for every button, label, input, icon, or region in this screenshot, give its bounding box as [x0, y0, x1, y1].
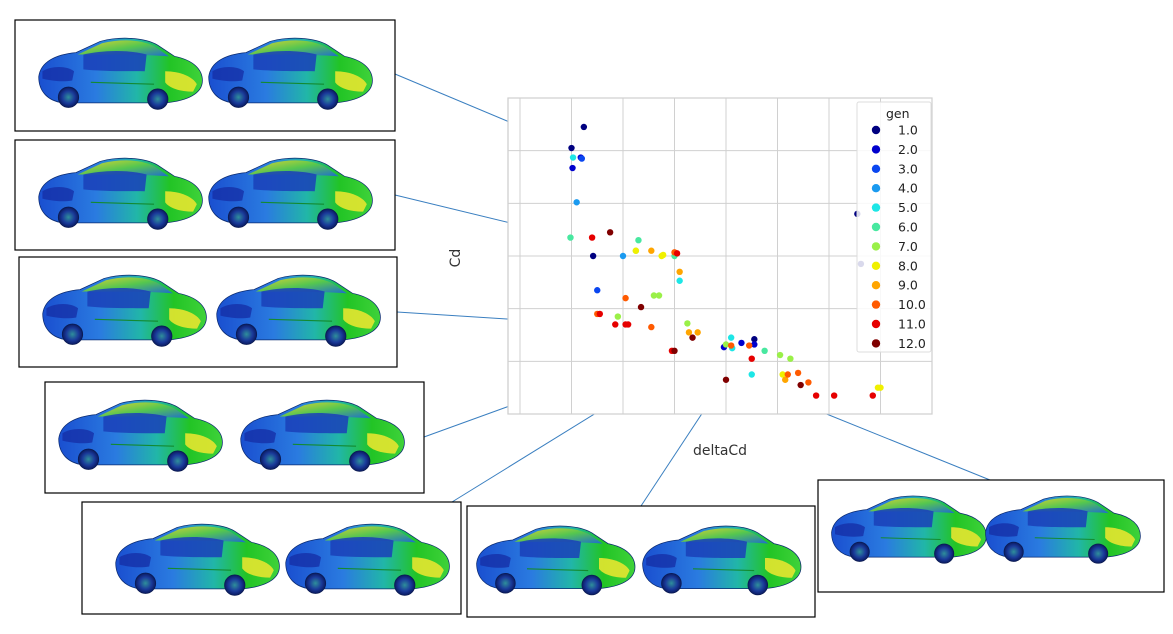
- data-point-gen-1.0: [751, 336, 758, 343]
- scatter-plot: gen 1.0 2.0 3.0 4.0 5.0 6.0 7.0 8.0 9.0 10.0 11.0 1…: [507, 97, 933, 415]
- callout-lines: [394, 73, 991, 507]
- data-point-gen-4.0: [619, 252, 627, 260]
- data-point-gen-9.0: [782, 376, 789, 383]
- data-point-gen-9.0: [694, 329, 701, 336]
- legend-marker: [871, 281, 881, 290]
- data-point-gen-1.0: [580, 123, 588, 131]
- car-panel-3: [18, 256, 398, 368]
- data-point-gen-6.0: [635, 237, 642, 244]
- data-point-gen-11.0: [596, 310, 604, 318]
- legend-marker: [871, 261, 881, 270]
- data-point-gen-3.0: [578, 155, 585, 162]
- legend-label: 8.0: [898, 258, 918, 273]
- legend-marker: [871, 125, 881, 135]
- legend-label: 6.0: [898, 220, 918, 235]
- data-point-gen-2.0: [738, 339, 745, 347]
- legend-label: 3.0: [898, 161, 918, 176]
- legend-marker: [871, 164, 881, 173]
- data-point-gen-5.0: [569, 154, 577, 161]
- legend-marker: [871, 203, 881, 212]
- data-point-gen-7.0: [787, 355, 794, 362]
- car-panel-7: [817, 479, 1165, 593]
- data-point-gen-10.0: [727, 342, 735, 349]
- data-point-gen-7.0: [776, 351, 784, 359]
- data-point-gen-2.0: [569, 164, 576, 172]
- data-point-gen-12.0: [637, 303, 645, 311]
- data-point-gen-12.0: [722, 376, 730, 383]
- legend-label: 10.0: [898, 297, 926, 312]
- data-point-gen-11.0: [748, 355, 755, 362]
- car-panel-1: [14, 19, 396, 132]
- data-point-gen-9.0: [685, 329, 693, 336]
- data-point-gen-10.0: [805, 379, 812, 386]
- data-point-gen-11.0: [624, 321, 632, 328]
- data-point-gen-11.0: [612, 321, 619, 328]
- data-point-gen-8.0: [877, 384, 884, 391]
- data-point-gen-2.0: [751, 341, 758, 348]
- data-point-gen-5.0: [748, 371, 755, 378]
- data-point-gen-7.0: [684, 320, 691, 327]
- data-point-gen-8.0: [659, 251, 667, 259]
- data-point-gen-12.0: [797, 381, 804, 389]
- legend-marker: [871, 242, 881, 251]
- data-point-gen-5.0: [676, 277, 683, 284]
- x-axis-label: deltaCd: [693, 443, 747, 459]
- data-point-gen-10.0: [794, 369, 802, 377]
- data-point-gen-4.0: [573, 199, 580, 206]
- legend-label: 11.0: [898, 317, 926, 332]
- data-point-gen-7.0: [650, 292, 658, 299]
- data-point-gen-11.0: [812, 392, 820, 399]
- data-point-gen-9.0: [648, 247, 655, 254]
- data-point-gen-11.0: [869, 392, 876, 399]
- data-point-gen-10.0: [784, 371, 791, 378]
- data-point-gen-5.0: [727, 334, 735, 341]
- data-point-gen-8.0: [779, 371, 786, 378]
- legend-marker: [871, 184, 881, 193]
- data-point-gen-11.0: [673, 250, 681, 257]
- data-point-gen-10.0: [648, 323, 655, 331]
- legend-box: [856, 101, 932, 353]
- data-point-gen-12.0: [671, 347, 678, 354]
- legend-label: 7.0: [898, 239, 918, 254]
- data-point-gen-10.0: [745, 342, 753, 349]
- grid: [508, 97, 933, 415]
- data-point-gen-12.0: [606, 229, 614, 236]
- y-axis-label: Cd: [448, 249, 464, 268]
- legend-title: gen: [886, 106, 910, 121]
- legend-label: 5.0: [898, 200, 918, 215]
- data-point-gen-8.0: [632, 247, 640, 254]
- legend-marker: [871, 300, 881, 309]
- legend-label: 4.0: [898, 181, 918, 196]
- data-point-gen-11.0: [830, 392, 838, 399]
- data-point-gen-7.0: [655, 292, 663, 299]
- callout-line: [813, 408, 991, 481]
- data-points: [567, 123, 884, 399]
- data-point-gen-7.0: [614, 313, 622, 320]
- car-panel-5: [81, 501, 462, 615]
- data-point-gen-1.0: [589, 252, 597, 260]
- legend-label: 1.0: [898, 123, 918, 138]
- data-point-gen-11.0: [588, 234, 596, 241]
- legend-marker: [871, 339, 881, 348]
- data-point-gen-6.0: [761, 347, 768, 354]
- car-panel-2: [14, 139, 396, 251]
- data-point-gen-7.0: [722, 341, 730, 348]
- legend-label: 12.0: [898, 336, 926, 351]
- legend: gen 1.0 2.0 3.0 4.0 5.0 6.0 7.0 8.0 9.0 10.0 11.0 1…: [856, 101, 932, 353]
- data-point-gen-12.0: [689, 334, 696, 341]
- legend-marker: [871, 222, 881, 232]
- data-point-gen-9.0: [676, 268, 683, 275]
- legend-label: 9.0: [898, 278, 918, 293]
- legend-label: 2.0: [898, 142, 918, 157]
- data-point-gen-10.0: [622, 294, 629, 302]
- car-panel-4: [44, 381, 425, 494]
- data-point-gen-1.0: [568, 144, 575, 152]
- legend-marker: [871, 319, 881, 329]
- legend-marker: [871, 145, 881, 154]
- car-panel-6: [466, 505, 816, 618]
- data-point-gen-6.0: [567, 234, 574, 241]
- car-image-panels: [14, 19, 1165, 618]
- data-point-gen-3.0: [594, 287, 601, 294]
